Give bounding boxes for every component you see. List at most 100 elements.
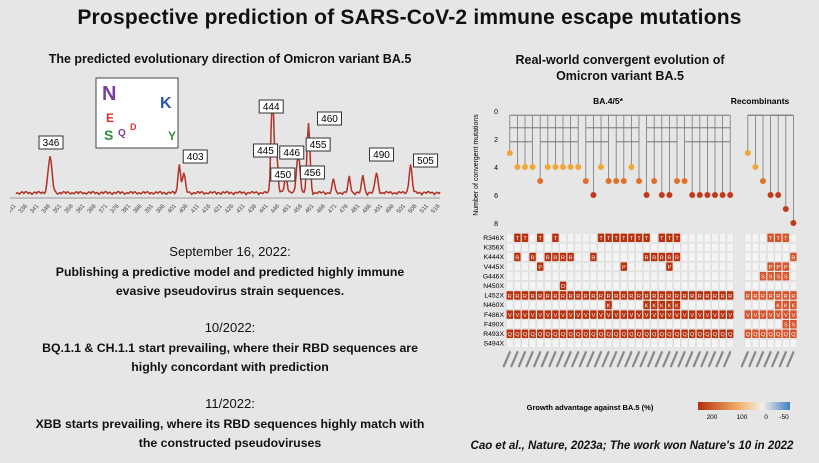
heatmap-cell-filled	[673, 310, 681, 319]
heatmap-cell-filled	[744, 291, 751, 300]
heatmap-cell-filled	[651, 252, 658, 262]
heatmap-cell-empty	[759, 262, 767, 271]
heatmap-cell-empty	[589, 319, 597, 329]
heatmap-cell-filled	[628, 310, 635, 319]
heatmap-cell-empty	[551, 300, 559, 310]
x-tick-label: 441	[259, 203, 270, 215]
section-3-date: 11/2022:	[205, 396, 255, 411]
heatmap-cell-empty	[551, 319, 559, 329]
x-tick-label: 486	[362, 203, 373, 215]
heatmap-cell-empty	[589, 262, 597, 271]
heatmap-cell-empty	[567, 262, 575, 271]
heatmap-cell-filled	[590, 252, 597, 262]
heatmap-cell-letter: Q	[614, 332, 619, 338]
heatmap-cell-letter: T	[675, 236, 679, 242]
x-tick-label: 436	[247, 203, 258, 215]
heatmap-cell-empty	[514, 319, 521, 329]
heatmap-cell-filled	[635, 310, 643, 319]
heatmap-cell-filled	[552, 329, 559, 338]
heatmap-cell-filled	[767, 272, 774, 281]
heatmap-cell-letter: R	[645, 294, 649, 300]
heatmap-cell-letter: Q	[746, 332, 751, 338]
heatmap-cell-empty	[574, 338, 582, 348]
heatmap-cell-letter: Q	[591, 332, 596, 338]
heatmap-cell-filled	[567, 310, 574, 319]
heatmap-cell-letter: V	[554, 313, 558, 319]
heatmap-cell-empty	[759, 233, 767, 243]
heatmap-cell-letter: V	[630, 313, 634, 319]
heatmap-cell-filled	[673, 329, 681, 338]
heatmap-cell-empty	[643, 338, 650, 348]
heatmap-cell-letter: P	[769, 265, 773, 271]
heatmap-cell-filled	[590, 310, 597, 319]
heatmap-cell-filled	[620, 233, 627, 242]
heatmap-cell-empty	[589, 338, 597, 348]
heatmap-cell-empty	[567, 319, 575, 329]
heatmap-cell-empty	[506, 271, 514, 281]
strain-name-mark	[517, 351, 527, 368]
heatmap-cell-empty	[597, 319, 605, 329]
section-2-line1: BQ.1.1 & CH.1.1 start prevailing, where …	[42, 341, 418, 355]
heatmap-cell-letter: T	[523, 236, 527, 242]
heatmap-cell-letter: Q	[761, 332, 766, 338]
heatmap-cell-empty	[605, 271, 612, 281]
heatmap-cell-letter: T	[784, 236, 788, 242]
strain-name-mark	[715, 351, 724, 368]
heatmap-cell-empty	[506, 233, 514, 243]
section-1-text: Publishing a predictive model and predic…	[20, 263, 440, 301]
heatmap-cell-empty	[521, 271, 529, 281]
heatmap-cell-letter: K	[660, 303, 664, 309]
heatmap-cell-empty	[521, 281, 529, 291]
heatmap-cell-filled	[681, 310, 688, 319]
convergence-dot	[628, 164, 635, 170]
strain-name-mark	[616, 351, 625, 368]
heatmap-cell-empty	[767, 300, 774, 310]
heatmap-cell-filled	[506, 329, 513, 338]
heatmap-cell-letter: R	[791, 294, 795, 300]
heatmap-cell-empty	[643, 242, 650, 252]
heatmap-cell-filled	[711, 310, 719, 319]
heatmap-cell-empty	[673, 338, 681, 348]
heatmap-cell-empty	[605, 338, 612, 348]
heatmap-cell-empty	[790, 262, 797, 271]
y-axis-label: Number of convergent mutations	[473, 114, 480, 216]
heatmap-cell-letter: R	[637, 294, 641, 300]
convergence-dot	[704, 192, 711, 198]
heatmap-cell-filled	[521, 329, 529, 338]
heatmap-cell-filled	[790, 291, 797, 300]
heatmap-cell-letter: T	[615, 236, 619, 242]
heatmap-cell-filled	[529, 310, 536, 319]
heatmap-cell-empty	[536, 271, 544, 281]
heatmap-cell-empty	[650, 338, 658, 348]
heatmap-cell-letter: Q	[784, 332, 789, 338]
heatmap-cell-empty	[673, 271, 681, 281]
heatmap-cell-empty	[612, 300, 620, 310]
heatmap-cell-empty	[559, 233, 567, 243]
strain-name-mark	[685, 351, 694, 368]
heatmap-cell-letter: R	[698, 294, 702, 300]
heatmap-cell-empty	[744, 262, 752, 271]
logo-letter: Q	[118, 128, 126, 139]
heatmap-cell-letter: Q	[652, 332, 657, 338]
heatmap-cell-letter: R	[660, 294, 664, 300]
heatmap-cell-filled	[575, 310, 582, 319]
peak-label-455: 455	[305, 137, 331, 152]
heatmap-cell-filled	[559, 252, 567, 262]
heatmap-cell-letter: R	[515, 294, 519, 300]
heatmap-cell-empty	[536, 281, 544, 291]
strain-name-mark	[601, 351, 610, 368]
heatmap-cell-filled	[529, 291, 536, 300]
heatmap-cell-letter: Q	[768, 332, 773, 338]
heatmap-cell-filled	[673, 252, 681, 262]
x-tick-label: 336	[18, 203, 29, 215]
heatmap-cell-filled	[790, 329, 797, 338]
strain-name-mark	[533, 351, 542, 368]
heatmap-cell-filled	[752, 310, 759, 319]
heatmap-cell-letter: P	[784, 265, 788, 271]
heatmap-cell-empty	[589, 271, 597, 281]
heatmap-cell-filled	[613, 233, 620, 242]
heatmap-cell-empty	[536, 242, 544, 252]
heatmap-cell-letter: Q	[720, 332, 725, 338]
heatmap-cell-empty	[574, 319, 582, 329]
heatmap-cell-letter: Q	[637, 332, 642, 338]
